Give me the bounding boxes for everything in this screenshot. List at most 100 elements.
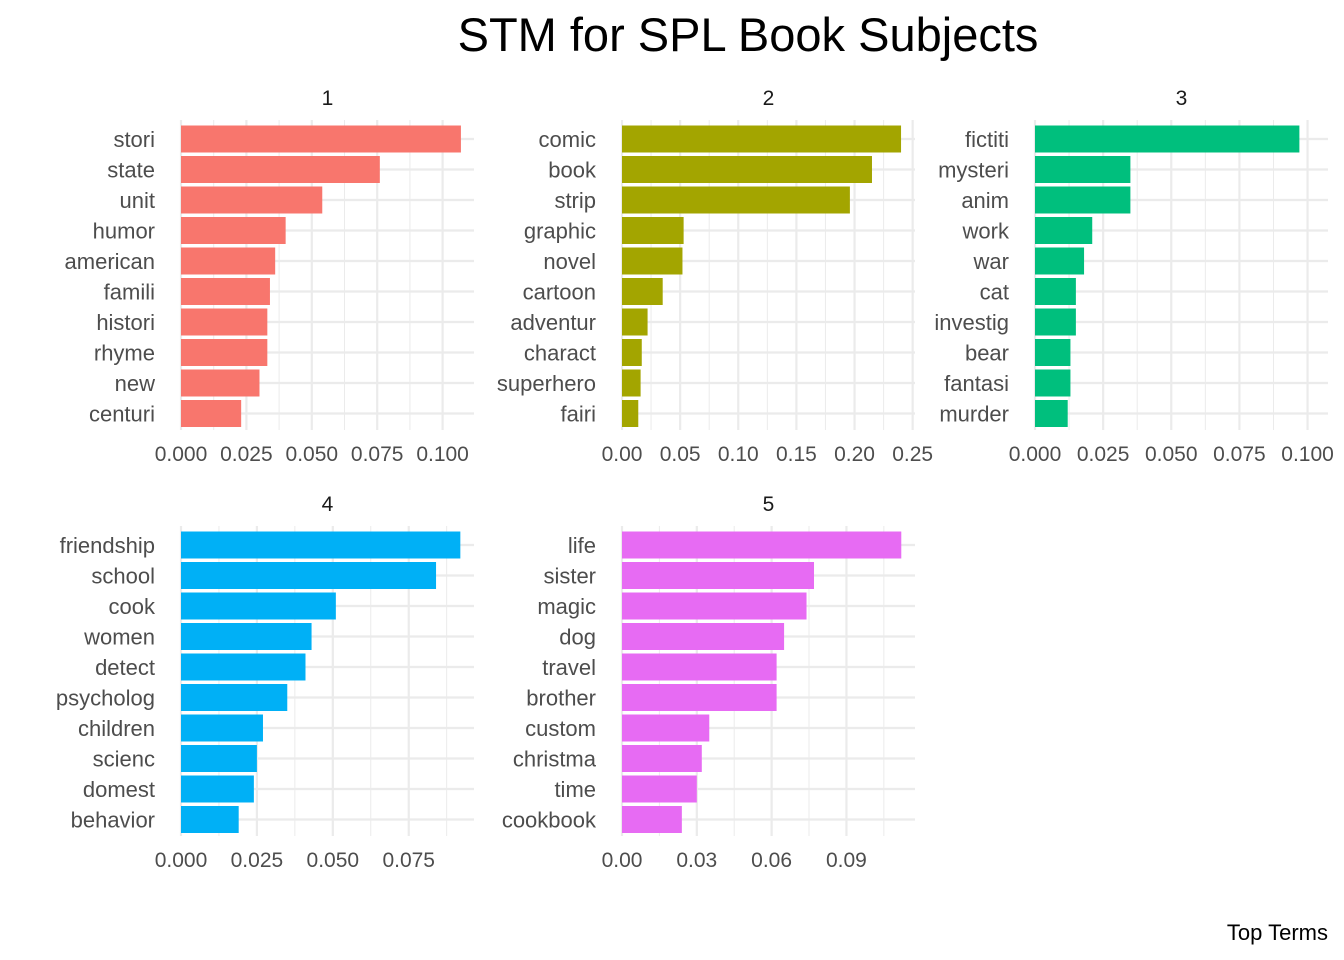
bar-friendship	[181, 531, 461, 559]
bar-new	[181, 369, 260, 397]
bar-travel	[622, 653, 777, 681]
x-tick-label: 0.000	[1009, 443, 1062, 466]
term-label-sister: sister	[543, 564, 596, 589]
term-label-dog: dog	[559, 625, 596, 650]
x-tick-label: 0.025	[220, 443, 273, 466]
term-label-time: time	[554, 777, 596, 802]
term-label-book: book	[548, 158, 597, 183]
term-label-murder: murder	[939, 402, 1009, 427]
panel-strip-label: 1	[322, 87, 334, 110]
term-label-war: war	[973, 249, 1009, 274]
bar-adventur	[622, 308, 648, 336]
term-label-women: women	[83, 625, 155, 650]
term-label-detect: detect	[95, 655, 155, 680]
x-tick-label: 0.050	[307, 849, 360, 872]
panel-strip-label: 2	[763, 87, 775, 110]
bar-brother	[622, 684, 777, 711]
x-tick-label: 0.075	[382, 849, 435, 872]
bar-magic	[622, 592, 807, 620]
panel-strip-label: 3	[1176, 87, 1188, 110]
bar-stori	[181, 125, 461, 153]
term-label-behavior: behavior	[71, 808, 155, 833]
x-tick-label: 0.025	[1077, 443, 1130, 466]
term-label-graphic: graphic	[524, 219, 596, 244]
bar-famili	[181, 278, 270, 305]
bar-psycholog	[181, 684, 288, 711]
term-label-cat: cat	[980, 280, 1009, 305]
term-label-cartoon: cartoon	[523, 280, 596, 305]
term-label-unit: unit	[120, 188, 155, 213]
term-label-cook: cook	[109, 594, 156, 619]
term-label-anim: anim	[961, 188, 1009, 213]
term-label-children: children	[78, 716, 155, 741]
x-tick-label: 0.00	[602, 443, 643, 466]
term-label-mysteri: mysteri	[938, 158, 1009, 183]
panel-4: 4 0.000 0.025 0.050 0.075 friendship school coo…	[56, 493, 474, 872]
term-label-state: state	[107, 158, 155, 183]
term-label-superhero: superhero	[497, 371, 596, 396]
bar-women	[181, 623, 312, 650]
bar-mysteri	[1035, 156, 1131, 183]
term-label-life: life	[568, 533, 596, 558]
chart-title: STM for SPL Book Subjects	[458, 8, 1039, 61]
x-tick-label: 0.20	[834, 443, 875, 466]
bar-comic	[622, 125, 902, 153]
x-tick-label: 0.10	[718, 443, 759, 466]
bar-state	[181, 156, 380, 183]
term-label-centuri: centuri	[89, 402, 155, 427]
term-label-american: american	[65, 249, 155, 274]
bar-christma	[622, 745, 702, 772]
term-label-fairi: fairi	[561, 402, 596, 427]
bar-school	[181, 562, 437, 589]
x-tick-label: 0.25	[892, 443, 933, 466]
bar-fairi	[622, 400, 639, 427]
x-tick-label: 0.000	[155, 443, 208, 466]
x-tick-label: 0.050	[286, 443, 339, 466]
term-label-fictiti: fictiti	[965, 127, 1009, 152]
term-label-novel: novel	[543, 249, 596, 274]
x-tick-label: 0.000	[155, 849, 208, 872]
bar-cat	[1035, 278, 1076, 305]
term-label-cookbook: cookbook	[502, 808, 597, 833]
bar-dog	[622, 623, 785, 650]
term-label-comic: comic	[539, 127, 596, 152]
bar-sister	[622, 562, 815, 589]
term-label-charact: charact	[524, 341, 596, 366]
bar-children	[181, 714, 263, 742]
term-label-strip: strip	[554, 188, 596, 213]
term-label-school: school	[91, 564, 155, 589]
bar-unit	[181, 186, 323, 214]
term-label-friendship: friendship	[60, 533, 155, 558]
bar-cartoon	[622, 278, 663, 305]
bar-war	[1035, 247, 1085, 275]
bar-centuri	[181, 400, 242, 427]
bar-book	[622, 156, 872, 183]
term-label-brother: brother	[526, 686, 596, 711]
bar-fantasi	[1035, 369, 1071, 397]
x-tick-label: 0.100	[416, 443, 469, 466]
panel-strip-label: 4	[322, 493, 334, 516]
term-label-new: new	[115, 371, 155, 396]
term-label-travel: travel	[542, 655, 596, 680]
term-label-humor: humor	[93, 219, 155, 244]
x-tick-label: 0.05	[660, 443, 701, 466]
bar-anim	[1035, 186, 1131, 214]
bar-american	[181, 247, 276, 275]
panels-group: 1 0.000 0.025 0.050 0.075 0.100 stori state unit…	[56, 87, 1334, 872]
term-label-adventur: adventur	[510, 310, 596, 335]
term-label-christma: christma	[513, 747, 597, 772]
bar-cook	[181, 592, 336, 620]
x-tick-label: 0.100	[1281, 443, 1334, 466]
term-label-magic: magic	[537, 594, 596, 619]
bar-novel	[622, 247, 683, 275]
term-label-scienc: scienc	[93, 747, 155, 772]
x-tick-label: 0.03	[676, 849, 717, 872]
panel-1: 1 0.000 0.025 0.050 0.075 0.100 stori state unit…	[65, 87, 474, 466]
term-label-histori: histori	[96, 310, 155, 335]
bar-strip	[622, 186, 850, 214]
bar-superhero	[622, 369, 641, 397]
term-label-fantasi: fantasi	[944, 371, 1009, 396]
bar-investig	[1035, 308, 1076, 336]
bar-detect	[181, 653, 306, 681]
bar-graphic	[622, 217, 684, 244]
